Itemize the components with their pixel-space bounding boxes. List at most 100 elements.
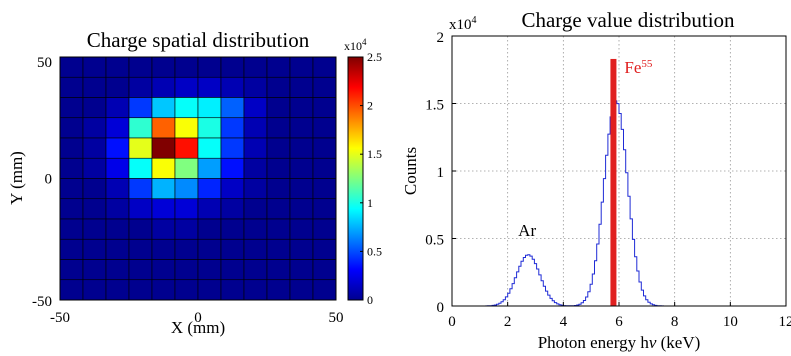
heatmap-cell [243,117,268,139]
heatmap-cell [105,117,130,139]
heatmap-cell [312,56,337,78]
heatmap-cell [266,279,291,301]
heatmap-cell [289,238,314,260]
heatmap-cell [312,97,337,119]
heatmap-cell [59,137,84,159]
heatmap-cell [128,178,153,200]
heatmap-cell [266,56,291,78]
heatmap-cell [197,157,222,179]
heatmap-cell [174,76,199,98]
heatmap-cell [312,238,337,260]
colorbar-exponent: x104 [344,37,367,53]
heatmap-cell [197,198,222,220]
heatmap-cell [105,279,130,301]
heatmap-cell [82,279,107,301]
heatmap-cell [105,157,130,179]
heatmap-cell [220,279,245,301]
heatmap-cell [289,56,314,78]
colorbar-ticks: 0 0.5 1 1.5 2 2.5 [360,50,382,307]
heatmap-cell [59,259,84,281]
line-x-label: Photon energy hν (keV) [538,333,701,352]
heatmap-cell [128,218,153,240]
colorbar-tick-label: 0 [367,293,373,307]
line-y-exponent: x104 [449,15,477,33]
heatmap-cell [220,259,245,281]
heatmap-cell [151,97,176,119]
heatmap-cell [105,238,130,260]
heatmap-cell [82,97,107,119]
heatmap-cell [243,97,268,119]
heatmap-cell [82,238,107,260]
heatmap-cell [59,56,84,78]
heatmap-cell [128,97,153,119]
heatmap-cell [312,76,337,98]
heatmap-cell [197,259,222,281]
heatmap-cell [105,178,130,200]
heatmap-y-tick-label: 0 [45,172,53,188]
heatmap-cell [243,76,268,98]
heatmap-cell [59,157,84,179]
heatmap-cell [266,117,291,139]
heatmap-cell [289,198,314,220]
heatmap-cell [312,279,337,301]
heatmap-cell [151,76,176,98]
heatmap-cell [312,259,337,281]
heatmap-cell [266,238,291,260]
colorbar-tick-label: 1 [367,196,373,210]
heatmap-cell [289,157,314,179]
heatmap-cell [243,178,268,200]
heatmap-cell [151,238,176,260]
heatmap-cell [266,259,291,281]
heatmap-cell [220,238,245,260]
heatmap-cell [82,157,107,179]
line-title: Charge value distribution [521,8,735,32]
heatmap-y-tick-label: -50 [32,294,52,310]
heatmap-cell [197,137,222,159]
heatmap-cell [220,218,245,240]
heatmap-cell [197,97,222,119]
heatmap-cell [220,97,245,119]
heatmap-cell [266,76,291,98]
heatmap-cell [243,137,268,159]
counts-series-line [485,100,709,307]
heatmap-x-label: X (mm) [171,318,225,337]
heatmap-cell [266,157,291,179]
heatmap-cell [174,117,199,139]
heatmap-cell [220,198,245,220]
heatmap-cell [105,198,130,220]
line-y-tick-label: 1 [437,165,445,181]
heatmap-cell [59,238,84,260]
line-y-tick-label: 2 [437,30,445,46]
ar-annotation: Ar [518,221,536,240]
heatmap-cell [59,97,84,119]
heatmap-cell [312,198,337,220]
heatmap-cell [82,137,107,159]
heatmap-cell [59,76,84,98]
heatmap-cell [220,117,245,139]
heatmap-cell [151,259,176,281]
heatmap-cell [266,218,291,240]
heatmap-y-ticks: 50 0 -50 [32,55,52,310]
heatmap-title: Charge spatial distribution [87,28,310,52]
line-x-ticks: 0 2 4 6 8 10 12 [448,302,791,330]
heatmap-x-tick-label: -50 [50,310,70,326]
colorbar-tick-label: 1.5 [367,147,382,161]
colorbar [347,56,364,301]
heatmap-cell [174,137,199,159]
heatmap-cell [59,279,84,301]
heatmap-cell [266,178,291,200]
heatmap-cell [289,97,314,119]
heatmap-cells [59,56,337,301]
heatmap-cell [59,117,84,139]
heatmap-cell [174,238,199,260]
heatmap-cell [151,218,176,240]
heatmap-cell [82,56,107,78]
heatmap-cell [105,56,130,78]
heatmap-cell [82,218,107,240]
heatmap-y-tick-label: 50 [37,55,52,71]
line-x-tick-label: 8 [671,314,679,330]
heatmap-cell [289,259,314,281]
heatmap-cell [151,157,176,179]
line-y-label: Counts [401,147,420,195]
